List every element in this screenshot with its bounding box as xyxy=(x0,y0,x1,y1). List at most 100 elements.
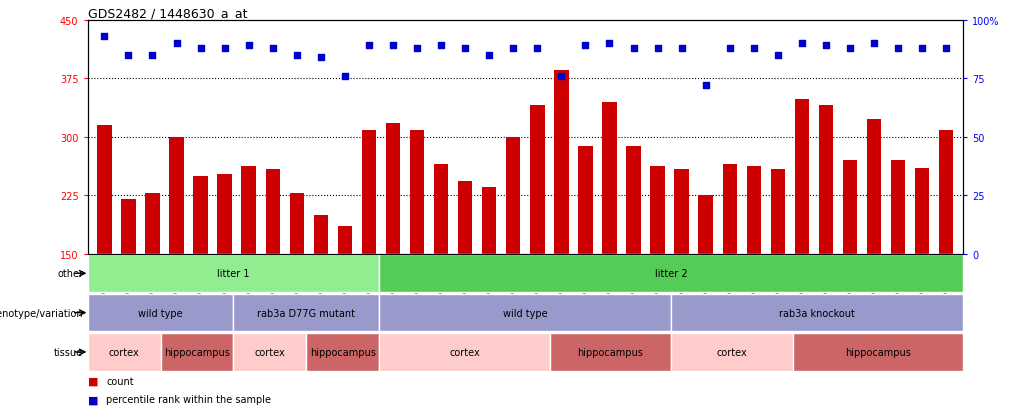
Point xyxy=(818,43,834,50)
Text: cortex: cortex xyxy=(717,347,748,357)
Text: litter 1: litter 1 xyxy=(217,268,249,279)
Point xyxy=(577,43,593,50)
Bar xyxy=(819,106,833,254)
Point xyxy=(769,52,786,59)
Bar xyxy=(289,193,304,254)
Point xyxy=(674,45,690,52)
Bar xyxy=(770,170,785,254)
Bar xyxy=(915,169,929,254)
Text: hippocampus: hippocampus xyxy=(578,347,644,357)
Bar xyxy=(793,333,963,371)
Text: ■: ■ xyxy=(88,394,102,404)
Point xyxy=(409,45,425,52)
Text: hippocampus: hippocampus xyxy=(310,347,376,357)
Text: ■: ■ xyxy=(88,376,102,386)
Text: other: other xyxy=(58,268,83,279)
Bar xyxy=(603,102,617,254)
Point xyxy=(121,52,137,59)
Bar xyxy=(241,167,255,254)
Bar xyxy=(97,126,111,254)
Bar xyxy=(266,170,280,254)
Bar xyxy=(88,333,161,371)
Point xyxy=(193,45,209,52)
Bar xyxy=(410,131,424,254)
Point xyxy=(553,74,570,80)
Bar xyxy=(530,106,545,254)
Bar xyxy=(379,294,672,332)
Point xyxy=(746,45,762,52)
Text: cortex: cortex xyxy=(449,347,480,357)
Text: wild type: wild type xyxy=(503,308,548,318)
Bar xyxy=(434,164,448,254)
Point xyxy=(794,40,811,47)
Bar xyxy=(169,137,183,254)
Bar xyxy=(795,100,810,254)
Bar xyxy=(672,333,793,371)
Bar xyxy=(362,131,376,254)
Text: rab3a D77G mutant: rab3a D77G mutant xyxy=(258,308,355,318)
Bar xyxy=(161,333,234,371)
Bar xyxy=(843,161,857,254)
Point xyxy=(481,52,497,59)
Point xyxy=(360,43,377,50)
Point xyxy=(240,43,256,50)
Bar xyxy=(482,188,496,254)
Bar xyxy=(194,176,208,254)
Text: percentile rank within the sample: percentile rank within the sample xyxy=(106,394,271,404)
Text: rab3a knockout: rab3a knockout xyxy=(780,308,855,318)
Point xyxy=(313,55,330,61)
Bar xyxy=(939,131,954,254)
Text: cortex: cortex xyxy=(254,347,285,357)
Bar xyxy=(386,123,401,254)
Point xyxy=(625,45,642,52)
Point xyxy=(602,40,618,47)
Point xyxy=(216,45,233,52)
Text: GDS2482 / 1448630_a_at: GDS2482 / 1448630_a_at xyxy=(88,7,247,19)
Text: genotype/variation: genotype/variation xyxy=(0,308,83,318)
Point xyxy=(144,52,161,59)
Point xyxy=(457,45,474,52)
Point xyxy=(938,45,955,52)
Bar xyxy=(307,333,379,371)
Bar xyxy=(506,137,520,254)
Bar xyxy=(722,164,736,254)
Text: hippocampus: hippocampus xyxy=(845,347,911,357)
Point xyxy=(842,45,858,52)
Point xyxy=(529,45,546,52)
Bar xyxy=(867,119,882,254)
Bar xyxy=(379,333,550,371)
Text: tissue: tissue xyxy=(54,347,83,357)
Point xyxy=(697,83,714,89)
Bar xyxy=(578,147,592,254)
Bar xyxy=(379,255,963,292)
Text: wild type: wild type xyxy=(138,308,182,318)
Bar xyxy=(675,170,689,254)
Point xyxy=(288,52,305,59)
Point xyxy=(168,40,184,47)
Point xyxy=(385,43,402,50)
Bar xyxy=(891,161,905,254)
Bar xyxy=(650,167,664,254)
Point xyxy=(721,45,737,52)
Point xyxy=(866,40,883,47)
Bar xyxy=(217,175,232,254)
Bar xyxy=(314,215,329,254)
Bar xyxy=(554,71,569,254)
Point xyxy=(890,45,906,52)
Bar xyxy=(234,333,307,371)
Bar xyxy=(626,147,641,254)
Point xyxy=(96,34,112,40)
Bar xyxy=(747,167,761,254)
Bar xyxy=(145,193,160,254)
Bar xyxy=(88,294,234,332)
Bar xyxy=(88,255,379,292)
Bar xyxy=(234,294,379,332)
Text: count: count xyxy=(106,376,134,386)
Bar xyxy=(698,196,713,254)
Bar xyxy=(122,199,136,254)
Point xyxy=(265,45,281,52)
Point xyxy=(914,45,930,52)
Bar xyxy=(550,333,672,371)
Text: hippocampus: hippocampus xyxy=(164,347,230,357)
Text: litter 2: litter 2 xyxy=(655,268,688,279)
